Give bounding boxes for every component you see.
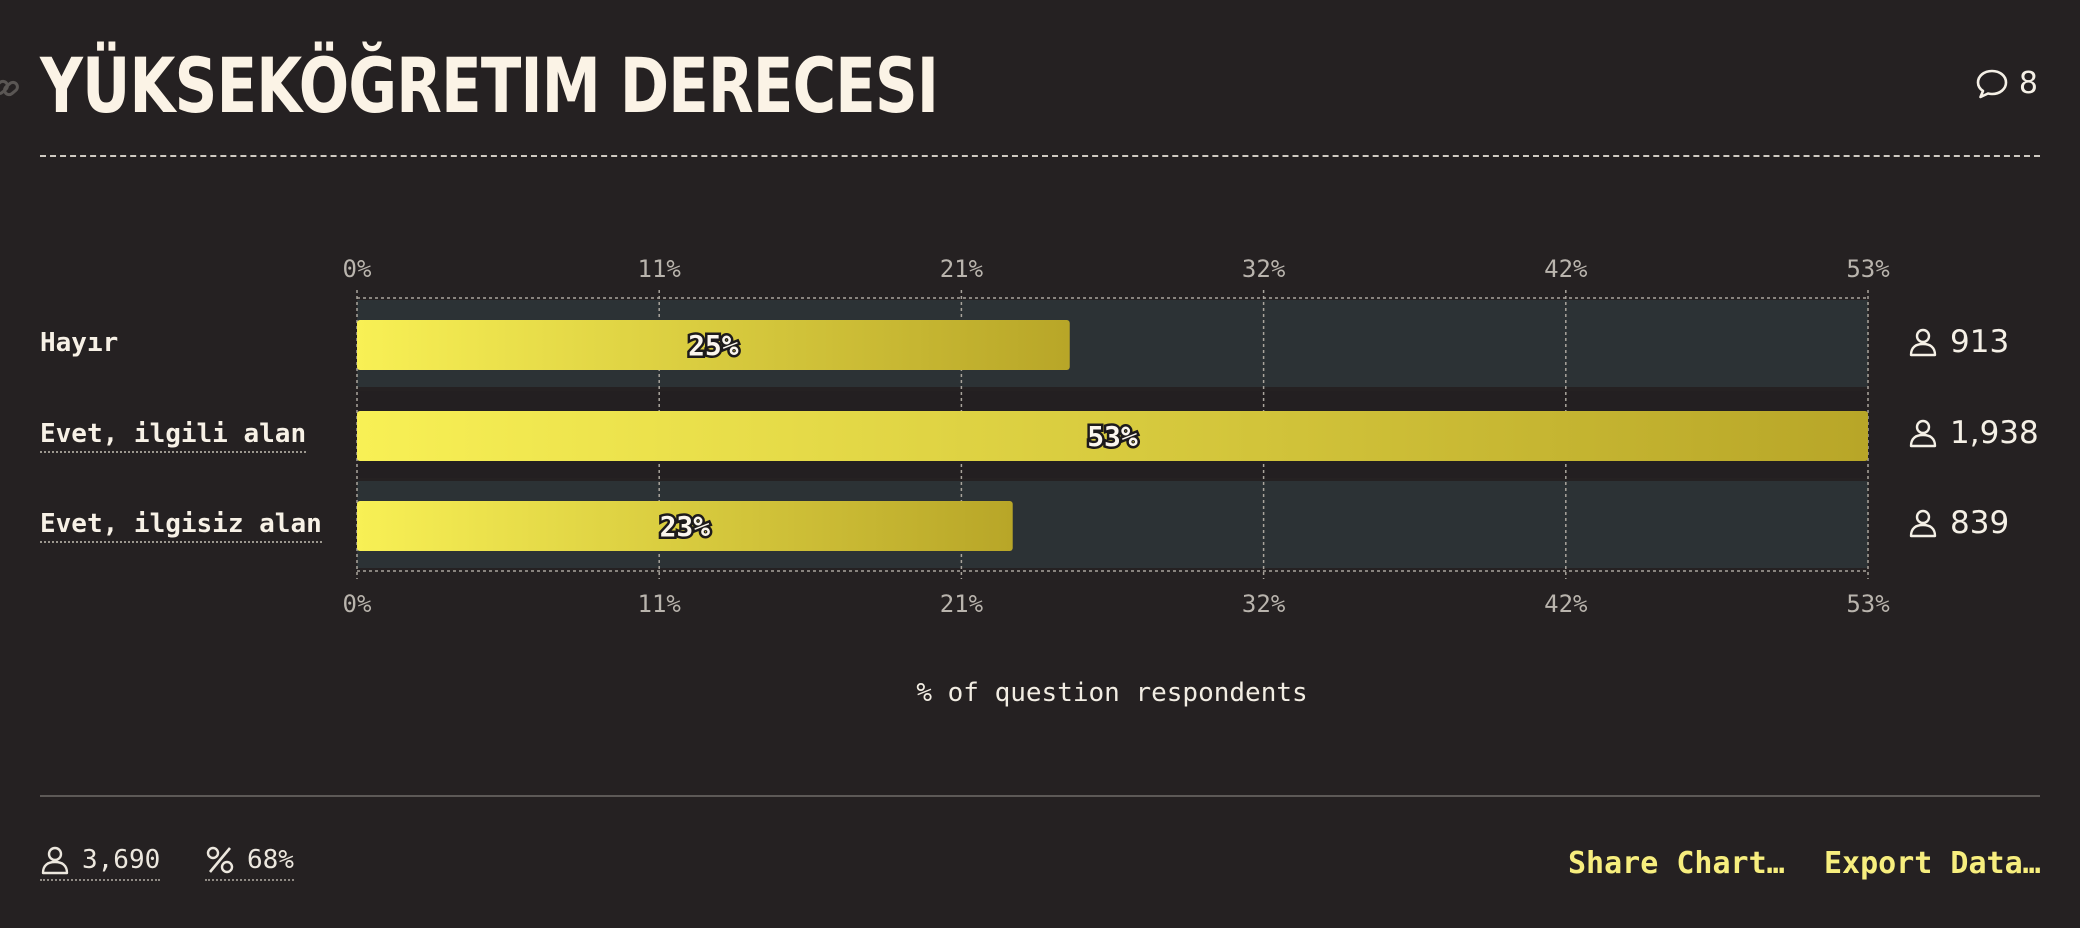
link-icon[interactable] <box>0 72 22 104</box>
bar-value-label: 23% <box>660 510 711 543</box>
footer-divider <box>40 795 2040 797</box>
x-tick-label-bottom: 53% <box>1846 590 1890 618</box>
bar[interactable] <box>357 501 1013 551</box>
category-label[interactable]: Evet, ilgisiz alan <box>40 509 322 543</box>
x-tick-label-bottom: 42% <box>1544 590 1588 618</box>
x-tick-label-bottom: 21% <box>939 590 984 618</box>
category-label[interactable]: Evet, ilgili alan <box>40 419 307 453</box>
x-tick-label-bottom: 0% <box>342 590 372 618</box>
x-tick-label-top: 11% <box>637 255 681 283</box>
x-tick-label-bottom: 11% <box>637 590 681 618</box>
person-icon <box>1909 509 1937 538</box>
x-axis-title: % of question respondents <box>916 678 1308 708</box>
percent-icon <box>206 846 234 874</box>
export-data-button[interactable]: Export Data… <box>1824 846 2041 881</box>
person-icon <box>1909 419 1937 448</box>
x-tick-label-top: 21% <box>939 255 984 283</box>
bar[interactable] <box>357 411 1868 461</box>
x-tick-label-top: 32% <box>1241 255 1286 283</box>
x-tick-label-top: 0% <box>342 255 372 283</box>
count-value: 839 <box>1950 505 2010 541</box>
person-icon <box>41 846 69 875</box>
percentage-stat[interactable]: 68% <box>205 845 294 881</box>
comments-button[interactable]: 8 <box>1975 66 2038 101</box>
x-tick-label-top: 42% <box>1544 255 1588 283</box>
speech-bubble-icon <box>1976 69 2008 98</box>
title-divider <box>40 155 2040 157</box>
respondents-count: 3,690 <box>82 845 161 875</box>
x-tick-label-top: 53% <box>1846 255 1890 283</box>
person-icon <box>1909 328 1937 357</box>
comment-count: 8 <box>2018 66 2038 101</box>
bar[interactable] <box>357 320 1070 370</box>
bar-value-label: 25% <box>688 329 739 362</box>
x-tick-label-bottom: 32% <box>1241 590 1286 618</box>
respondent-count: 913 <box>1908 324 2009 360</box>
respondent-count: 839 <box>1908 505 2009 541</box>
percentage-value: 68% <box>247 845 294 875</box>
respondents-stat[interactable]: 3,690 <box>40 845 161 881</box>
count-value: 913 <box>1950 324 2010 360</box>
chart-title: YÜKSEKÖĞRETIM DERECESI <box>40 41 939 130</box>
category-label: Hayır <box>40 328 119 358</box>
count-value: 1,938 <box>1950 415 2039 451</box>
bar-value-label: 53% <box>1087 420 1138 453</box>
respondent-count: 1,938 <box>1908 415 2039 451</box>
share-chart-button[interactable]: Share Chart… <box>1568 846 1785 881</box>
